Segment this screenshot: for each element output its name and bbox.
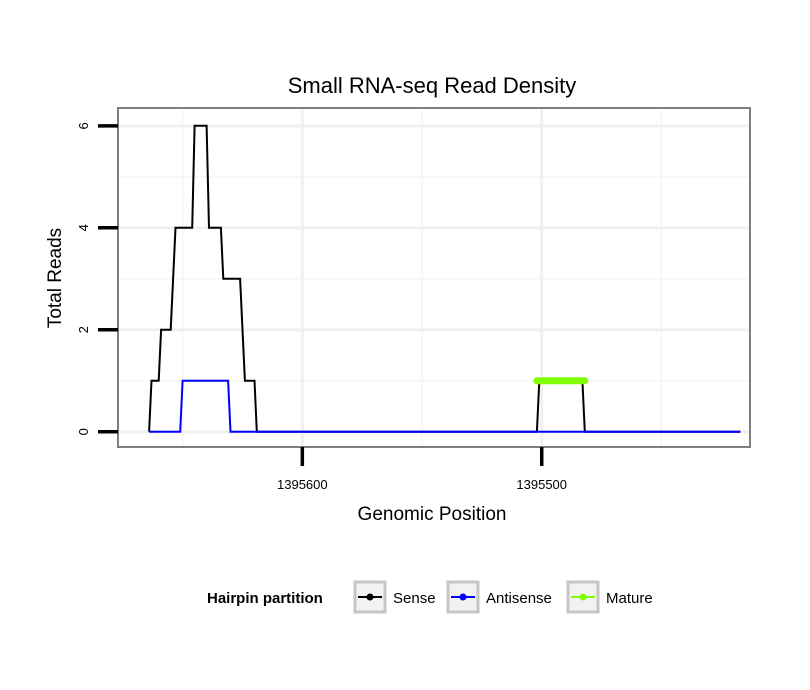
y-tick-label: 2 [76, 326, 91, 333]
legend-key-point [459, 593, 467, 601]
legend-title: Hairpin partition [207, 590, 323, 607]
legend-key-point [366, 593, 374, 601]
series-line-sense [148, 124, 741, 433]
y-tick-label: 0 [76, 428, 91, 435]
gridlines [118, 108, 750, 447]
legend-key-point [579, 593, 587, 601]
series-line-antisense [149, 379, 741, 433]
y-axis: 0 2 4 6 [76, 122, 118, 435]
y-tick-label: 6 [76, 122, 91, 129]
x-axis-label: Genomic Position [358, 504, 507, 525]
y-axis-label: Total Reads [45, 228, 66, 328]
series-layer [148, 124, 741, 433]
x-axis: 1395600 1395500 [277, 447, 567, 492]
legend-label-antisense: Antisense [486, 590, 552, 607]
plot-border [117, 107, 751, 448]
legend: Hairpin partition Sense Antisense Mature [207, 580, 653, 614]
y-tick-label: 4 [76, 224, 91, 231]
legend-label-sense: Sense [393, 590, 436, 607]
x-tick-label: 1395500 [516, 477, 567, 492]
x-tick-label: 1395600 [277, 477, 328, 492]
legend-label-mature: Mature [606, 590, 653, 607]
plot-panel [118, 108, 750, 447]
chart-title: Small RNA-seq Read Density [288, 73, 577, 98]
